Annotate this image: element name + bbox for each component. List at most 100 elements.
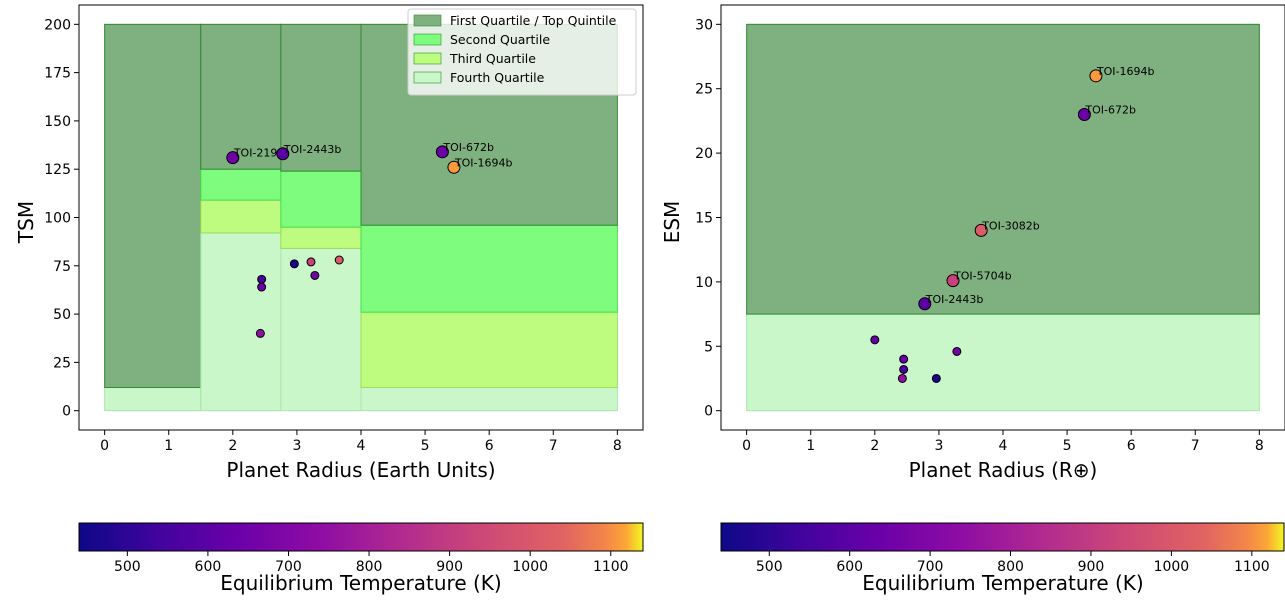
planet-point: [1089, 69, 1103, 83]
y-tick-label: 25: [53, 355, 71, 371]
y-tick-label: 5: [704, 339, 713, 355]
colorbar-gradient: [720, 522, 1285, 552]
region-third: [280, 226, 362, 249]
tsm-colorbar: 500 600 700 800 900 1000 1100 Equilibrium Temp…: [78, 522, 644, 595]
x-tick-label: 5: [1063, 438, 1072, 454]
region-top: [280, 23, 362, 172]
planet-point: [931, 373, 941, 383]
colorbar-tick-label: 1000: [512, 559, 548, 575]
colorbar-tick-label: 600: [195, 559, 222, 575]
x-tick-label: 3: [934, 438, 943, 454]
region-fourth: [200, 232, 282, 412]
y-tick-label: 0: [62, 404, 71, 420]
planet-label: TOI-5704b: [953, 270, 1012, 283]
y-tick-label: 100: [44, 211, 71, 227]
planet-point: [255, 328, 265, 338]
region-fourth: [360, 387, 618, 412]
colorbar-label: Equilibrium Temperature (K): [220, 571, 501, 595]
colorbar-tick-label: 500: [756, 559, 783, 575]
esm-plot-frame: [720, 4, 1285, 431]
colorbar-gradient: [78, 522, 644, 552]
region-second: [280, 170, 362, 228]
colorbar-tick-label: 500: [114, 559, 141, 575]
region-top: [104, 23, 202, 389]
planet-label: TOI-1694b: [454, 156, 513, 169]
tsm-x-axis-label: Planet Radius (Earth Units): [226, 458, 495, 482]
region-fourth: [104, 387, 202, 412]
planet-point: [334, 255, 344, 265]
planet-label: TOI-219: [233, 147, 278, 160]
esm-x-axis-label: Planet Radius (R⊕): [909, 458, 1098, 482]
legend-label: Third Quartile: [449, 51, 536, 66]
colorbar-label: Equilibrium Temperature (K): [862, 571, 1143, 595]
planet-point: [447, 160, 461, 174]
esm-colorbar: 500 600 700 800 900 1000 1100 Equilibrium Temp…: [720, 522, 1285, 595]
legend-swatch: [413, 14, 442, 27]
legend-swatch: [413, 52, 442, 65]
planet-point: [435, 145, 449, 159]
tsm-plot-frame: [78, 4, 644, 431]
colorbar-tick-label: 700: [917, 559, 944, 575]
planet-point: [276, 147, 290, 161]
colorbar-tick-label: 800: [356, 559, 383, 575]
planet-label: TOI-672b: [1084, 103, 1136, 116]
x-tick-label: 7: [549, 438, 558, 454]
y-tick-label: 75: [53, 259, 71, 275]
y-tick-label: 20: [695, 146, 713, 162]
colorbar-tick-label: 900: [436, 559, 463, 575]
region-fourth: [746, 313, 1260, 412]
legend-swatch: [413, 33, 442, 46]
y-tick-label: 150: [44, 114, 71, 130]
planet-point: [897, 373, 907, 383]
colorbar-ticks: 500 600 700 800 900 1000 1100: [756, 551, 1270, 575]
planet-label: TOI-2443b: [925, 293, 984, 306]
x-tick-label: 1: [806, 438, 815, 454]
planet-label: TOI-1694b: [1096, 65, 1155, 78]
x-tick-label: 6: [1127, 438, 1136, 454]
planet-label: TOI-2443b: [283, 143, 342, 156]
planet-point: [289, 259, 299, 269]
x-tick-label: 0: [742, 438, 751, 454]
planet-point: [310, 270, 320, 280]
tsm-legend: First Quartile / Top Quintile Second Quar…: [407, 8, 637, 96]
x-tick-label: 6: [485, 438, 494, 454]
y-tick-label: 200: [44, 17, 71, 33]
legend-label: First Quartile / Top Quintile: [450, 13, 617, 28]
x-tick-label: 0: [100, 438, 109, 454]
colorbar-tick-label: 800: [997, 559, 1024, 575]
legend-swatch: [413, 71, 442, 84]
x-tick-label: 8: [1255, 438, 1264, 454]
tsm-y-axis-label: TSM: [14, 201, 38, 244]
colorbar-tick-label: 1100: [1234, 559, 1270, 575]
tsm-quartile-regions: [104, 23, 618, 412]
planet-point: [870, 335, 880, 345]
esm-data-points: TOI-1694b TOI-672b TOI-3082b TOI-5704b TOI-2…: [870, 65, 1155, 383]
planet-point: [899, 354, 909, 364]
planet-point: [974, 223, 988, 237]
planet-label: TOI-672b: [442, 141, 494, 154]
tsm-chart: TSM 0 1 2 3 4 5 6 7 8 0 25 50 75 100 125 150 175 200 TOI-…: [14, 4, 644, 482]
x-tick-label: 4: [999, 438, 1008, 454]
region-top: [200, 23, 282, 170]
colorbar-tick-label: 1000: [1154, 559, 1190, 575]
tsm-axis-ticks: 0 1 2 3 4 5 6 7 8 0 25 50 75 100 125 150 175 200: [44, 17, 622, 454]
esm-chart: ESM 0 1 2 3 4 5 6 7 8 0 5 10 15 20 25 30 TOI-1694b TOI-6…: [660, 4, 1285, 482]
y-tick-label: 50: [53, 307, 71, 323]
planet-point: [257, 274, 267, 284]
colorbar-tick-label: 1100: [593, 559, 629, 575]
y-tick-label: 25: [695, 82, 713, 98]
esm-y-axis-label: ESM: [660, 201, 684, 244]
planet-point: [899, 364, 909, 374]
colorbar-tick-label: 600: [836, 559, 863, 575]
colorbar-tick-label: 700: [275, 559, 302, 575]
legend-label: Fourth Quartile: [450, 70, 545, 85]
region-third: [360, 311, 618, 388]
region-top: [746, 23, 1260, 315]
colorbar-ticks: 500 600 700 800 900 1000 1100: [114, 551, 629, 575]
legend-label: Second Quartile: [450, 32, 550, 47]
planet-point: [1077, 107, 1091, 121]
esm-quartile-regions: [746, 23, 1260, 412]
x-tick-label: 2: [228, 438, 237, 454]
planet-point: [306, 257, 316, 267]
